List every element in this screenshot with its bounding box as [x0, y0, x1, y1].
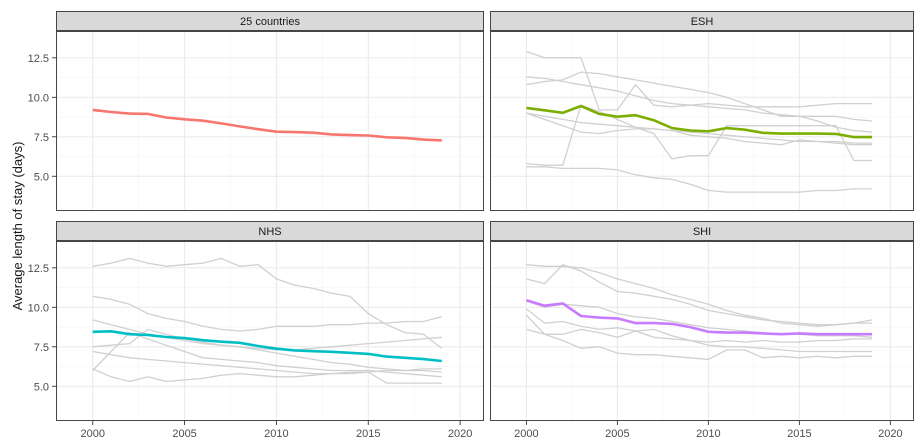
y-axis-title: Average length of stay (days): [10, 142, 25, 311]
x-tick-label: 2015: [356, 428, 380, 440]
facet-title: SHI: [693, 226, 711, 238]
mean-line: [92, 329, 442, 363]
mean-line: [92, 108, 442, 142]
panel-background: [56, 241, 484, 421]
x-tick-label: 2005: [172, 428, 196, 440]
facet-title: ESH: [691, 16, 714, 28]
x-tick-label: 2020: [448, 428, 472, 440]
country-line: [526, 308, 873, 343]
mean-line: [526, 104, 873, 139]
y-tick-label: 12.5: [28, 263, 49, 275]
y-tick-label: 7.5: [34, 132, 49, 144]
facet-title: NHS: [258, 226, 281, 238]
facet-title: 25 countries: [240, 16, 300, 28]
x-tick-label: 2020: [878, 428, 902, 440]
facet-strip: [56, 221, 484, 241]
panel-background: [56, 31, 484, 211]
country-line: [526, 112, 873, 146]
x-tick-label: 2000: [514, 428, 538, 440]
x-tick-label: 2000: [80, 428, 104, 440]
x-tick-label: 2010: [696, 428, 720, 440]
country-line: [92, 295, 442, 332]
country-line: [526, 264, 873, 327]
x-tick-label: 2005: [605, 428, 629, 440]
country-line: [525, 314, 873, 353]
country-line: [526, 76, 873, 133]
country-line: [92, 328, 442, 351]
y-tick-label: 7.5: [34, 342, 49, 354]
country-line: [92, 331, 442, 378]
country-line: [526, 328, 873, 361]
country-line: [92, 350, 442, 375]
y-tick-label: 10.0: [28, 92, 49, 104]
mean-line: [526, 298, 873, 336]
panel-background: [490, 31, 914, 211]
country-line: [526, 263, 873, 326]
x-tick-label: 2015: [787, 428, 811, 440]
country-line: [526, 71, 873, 122]
country-line: [92, 368, 442, 384]
country-line: [526, 300, 873, 338]
panel-border: [56, 31, 484, 211]
y-tick-label: 5.0: [34, 171, 49, 183]
y-tick-label: 10.0: [28, 302, 49, 314]
y-tick-label: 12.5: [28, 53, 49, 65]
country-line: [526, 166, 873, 193]
y-tick-label: 5.0: [34, 381, 49, 393]
panel-border: [56, 241, 484, 421]
country-line: [526, 50, 873, 111]
facet-strip: [56, 11, 484, 31]
x-tick-label: 2010: [264, 428, 288, 440]
